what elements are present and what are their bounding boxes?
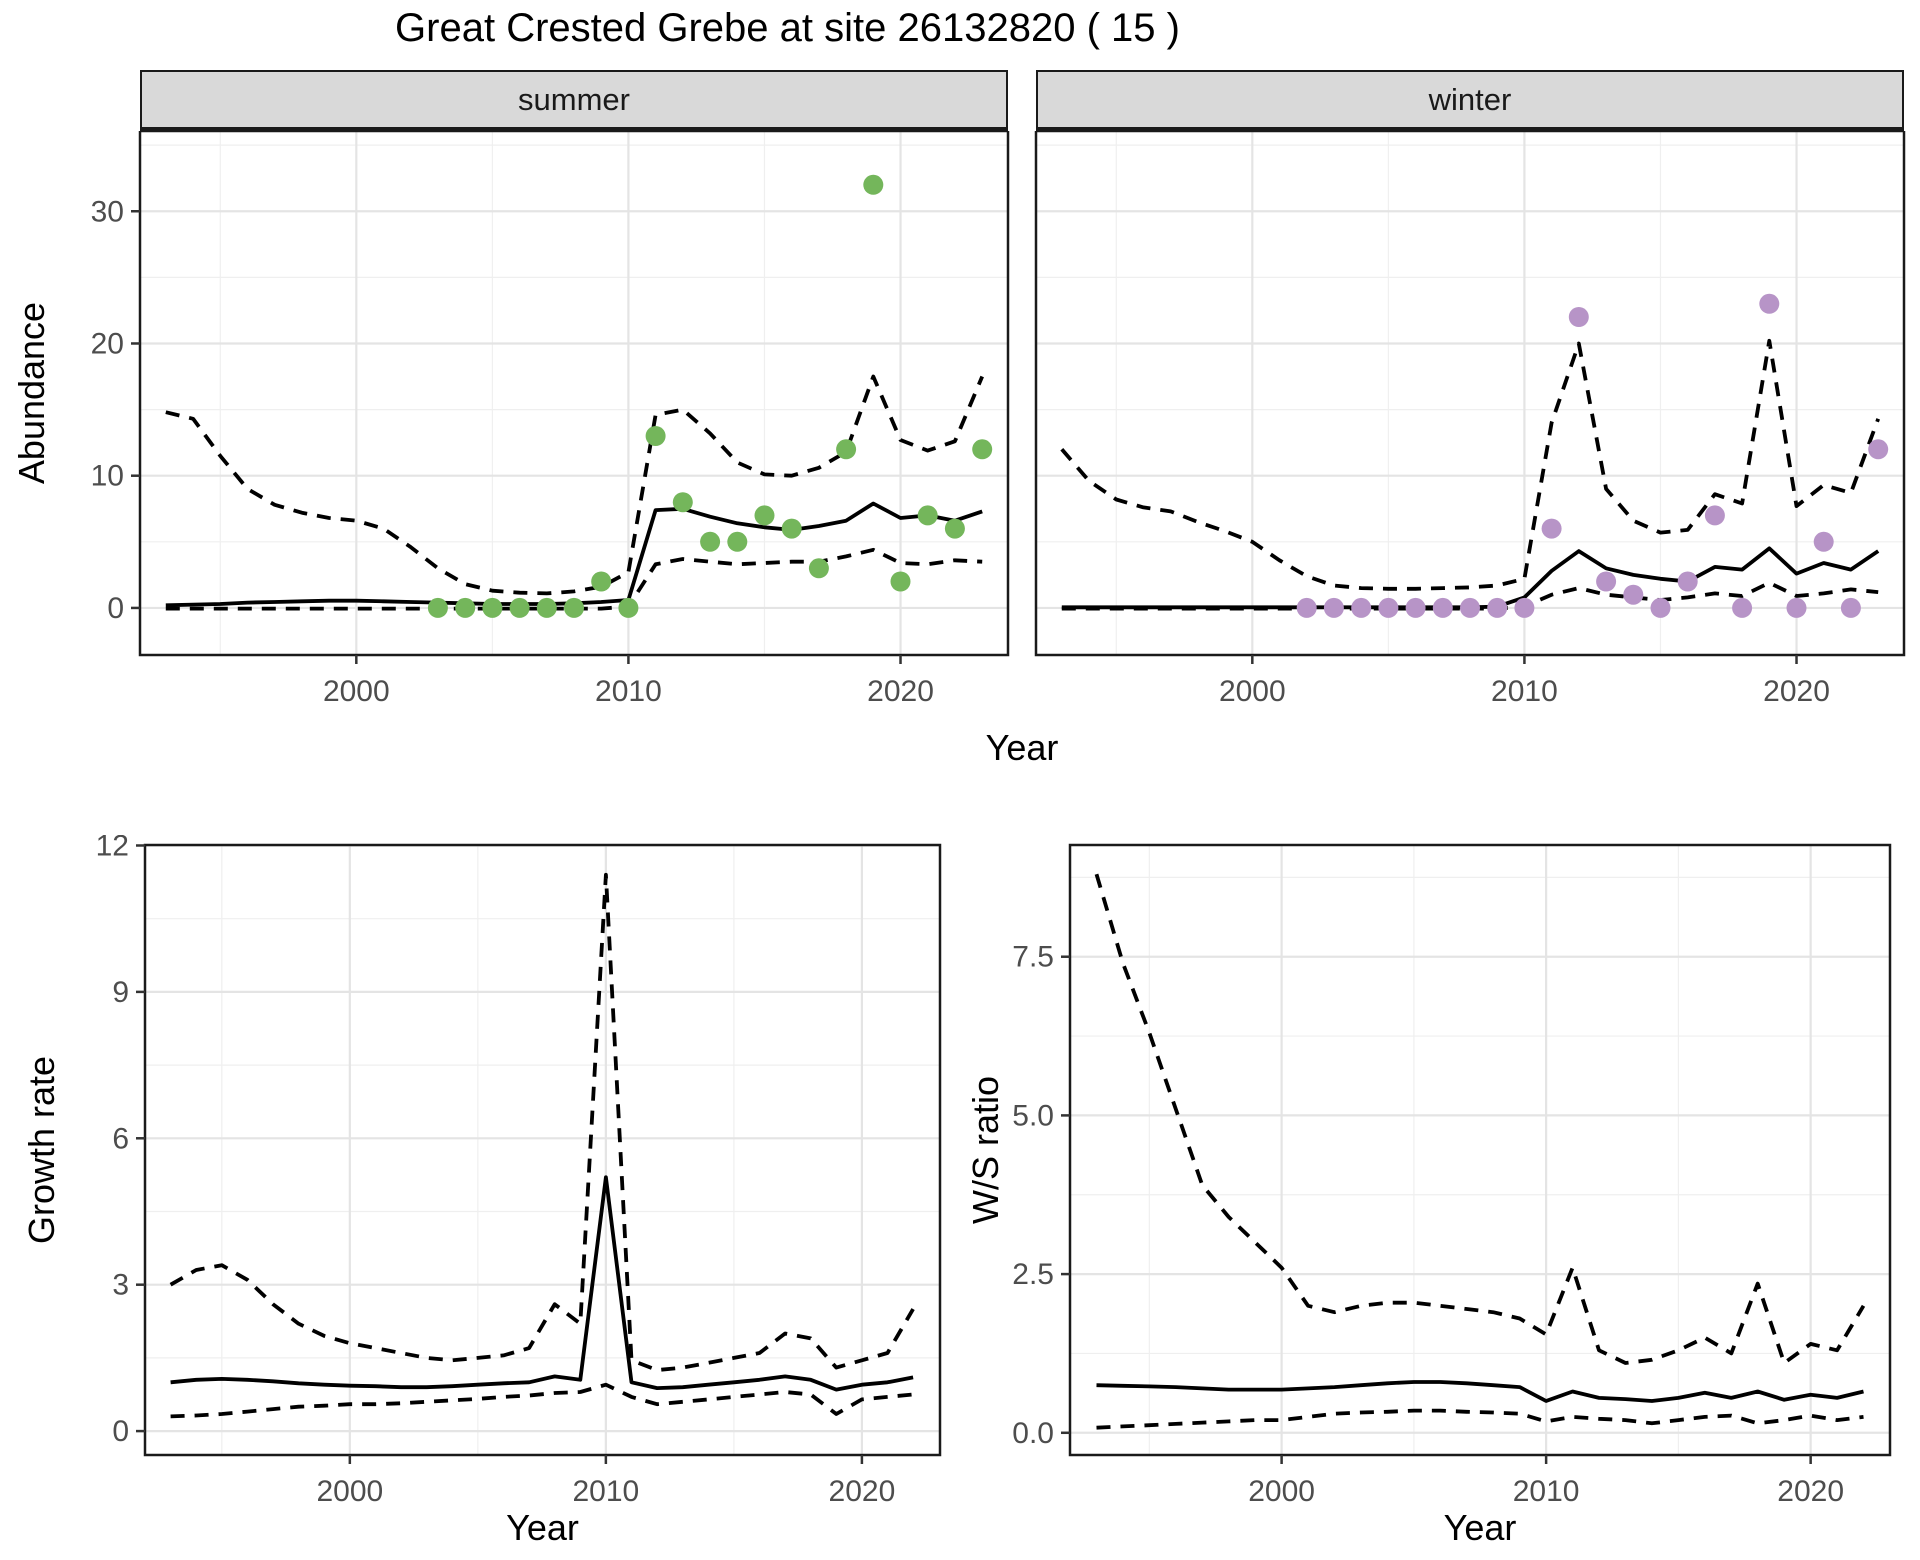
x-axis-title-year-ws: Year (1443, 1507, 1517, 1548)
svg-text:2020: 2020 (1763, 675, 1830, 708)
facet-strip-summer: summer (140, 70, 1008, 131)
svg-text:0.0: 0.0 (1012, 1417, 1054, 1450)
page-title: Great Crested Grebe at site 26132820 ( 1… (395, 6, 1180, 50)
facet-strip-winter: winter (1036, 70, 1904, 131)
svg-text:7.5: 7.5 (1012, 941, 1054, 974)
svg-text:12: 12 (96, 835, 129, 862)
svg-text:2010: 2010 (1513, 1475, 1580, 1508)
svg-text:2020: 2020 (867, 675, 934, 708)
facet-label-winter: winter (1428, 81, 1512, 117)
svg-text:30: 30 (91, 195, 124, 228)
x-axis-title-year-top: Year (985, 727, 1059, 768)
svg-text:2020: 2020 (829, 1475, 896, 1508)
facet-label-summer: summer (518, 81, 630, 117)
x-axis-title-year-growth: Year (506, 1507, 579, 1548)
svg-text:2000: 2000 (1248, 1475, 1315, 1508)
svg-text:6: 6 (112, 1122, 129, 1155)
svg-text:2010: 2010 (595, 675, 662, 708)
svg-text:2000: 2000 (323, 675, 390, 708)
svg-text:9: 9 (112, 976, 129, 1009)
svg-text:2020: 2020 (1777, 1475, 1844, 1508)
svg-text:2.5: 2.5 (1012, 1258, 1054, 1291)
abundance-winter-plot: 2000 2010 2020 (1034, 131, 1906, 708)
svg-text:20: 20 (91, 327, 124, 360)
svg-text:2000: 2000 (316, 1475, 383, 1508)
svg-text:2000: 2000 (1219, 675, 1286, 708)
svg-text:3: 3 (112, 1269, 129, 1302)
growth-rate-plot: 2000 2010 2020 0 3 6 9 12 (96, 835, 942, 1508)
ws-ratio-plot: 2000 2010 2020 0.0 2.5 5.0 7.5 (1012, 843, 1892, 1508)
svg-text:0: 0 (107, 592, 124, 625)
svg-text:2010: 2010 (572, 1475, 639, 1508)
svg-text:10: 10 (91, 460, 124, 493)
abundance-summer-plot: 2000 2010 2020 0 10 20 30 (91, 131, 1010, 708)
y-axis-title-abundance: Abundance (11, 301, 52, 485)
svg-text:5.0: 5.0 (1012, 1099, 1054, 1132)
svg-text:2010: 2010 (1491, 675, 1558, 708)
svg-text:0: 0 (112, 1415, 129, 1448)
